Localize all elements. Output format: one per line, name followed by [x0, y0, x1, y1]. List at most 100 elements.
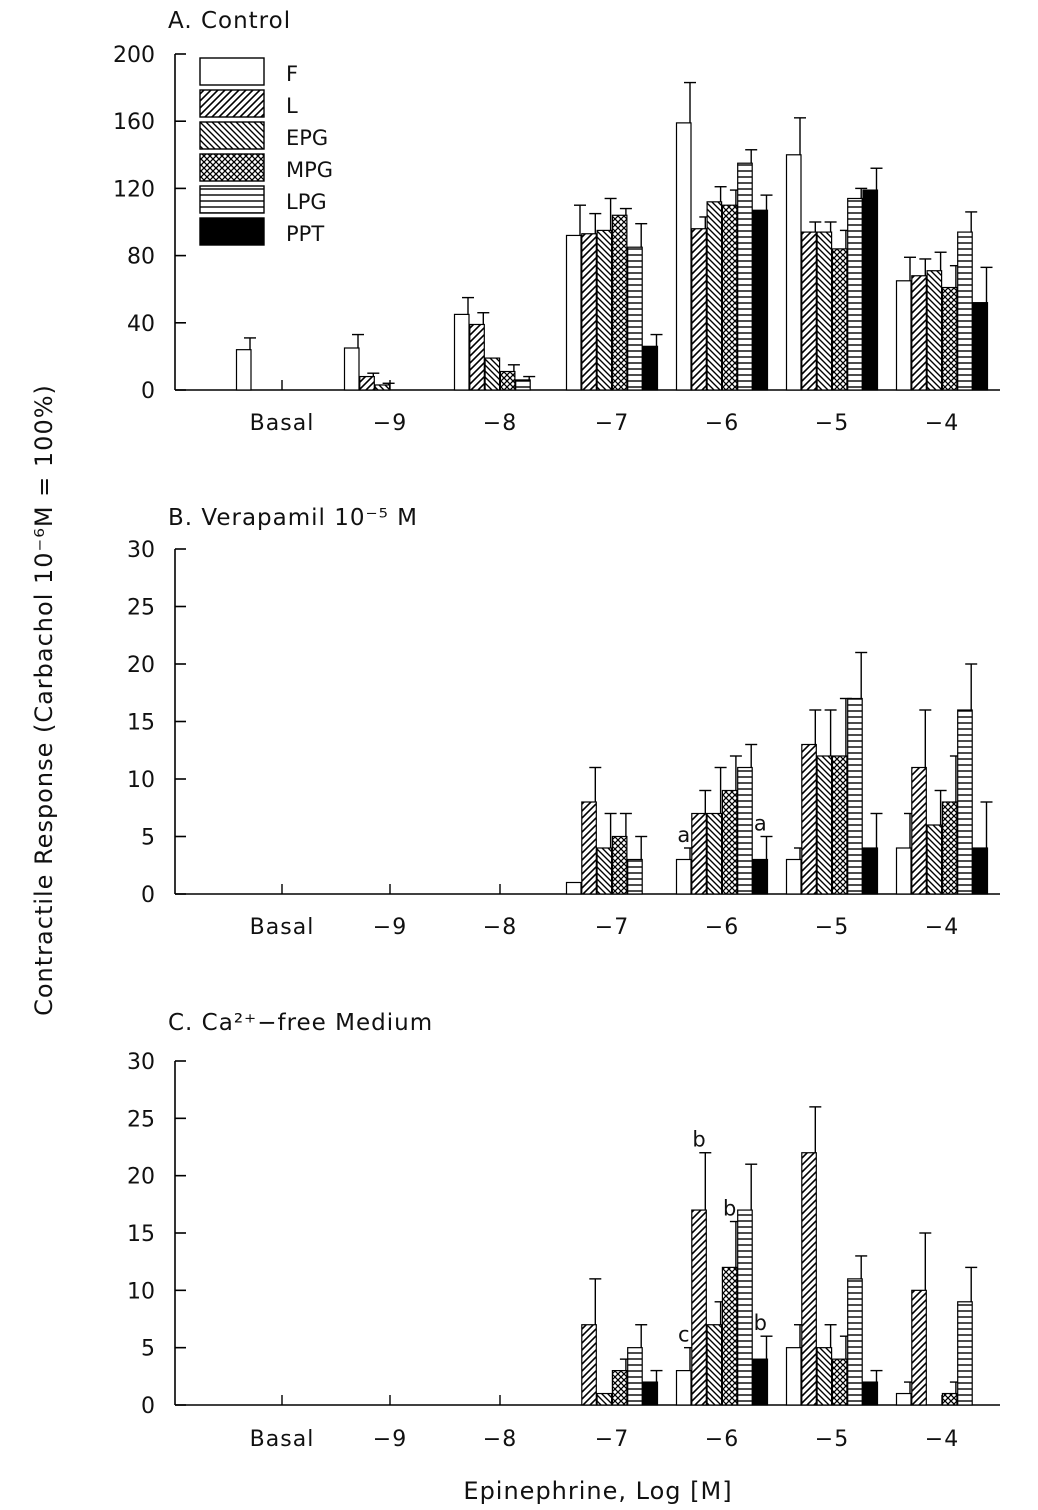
bar-f	[675, 858, 692, 895]
bar-l	[801, 231, 817, 391]
bar-lpg	[627, 1347, 643, 1406]
x-tick-label: −4	[925, 1427, 959, 1452]
bar-mpg	[721, 789, 738, 895]
significance-label: c	[678, 1323, 690, 1347]
bar-l	[911, 766, 927, 895]
bar-f	[343, 347, 360, 391]
bar-l	[691, 228, 707, 391]
bar-epg	[926, 270, 943, 391]
bar-f	[453, 313, 470, 391]
x-tick-label: −5	[815, 411, 849, 436]
y-tick-label: 5	[141, 1337, 155, 1362]
bar-ppt	[972, 302, 989, 391]
panel-a-title: A. Control	[168, 8, 291, 34]
x-tick-label: −6	[705, 1427, 739, 1452]
y-tick-label: 20	[127, 653, 155, 678]
y-tick-label: 15	[127, 711, 155, 736]
bar-epg	[706, 1324, 723, 1406]
chart-panel-b: 0 5 10 15 20 25 30 Basal −9 −8 −7 −6 −5 −4 a a	[127, 538, 1000, 940]
legend-swatch-l	[199, 89, 265, 118]
bar-epg	[596, 847, 613, 895]
bar-f	[895, 1392, 912, 1406]
x-tick-label: Basal	[250, 915, 315, 940]
chart-panel-c: 0 5 10 15 20 25 30 Basal −9 −8 −7 −6 −5 −4 c b b b	[127, 1050, 1000, 1452]
bar-mpg	[611, 1369, 628, 1406]
x-tick-label: −9	[373, 915, 407, 940]
y-tick-label: 0	[141, 883, 155, 908]
bar-lpg	[737, 1209, 753, 1406]
chart-panel-a: 0 40 80 120 160 200 Basal −9 −8 −7 −6 −5 −4 FL EPG MPG L…	[113, 43, 1000, 436]
bar-ppt	[752, 858, 769, 895]
legend-label-f: F	[286, 62, 298, 86]
bar-l	[581, 801, 597, 895]
bar-lpg	[847, 197, 863, 391]
bar-epg	[484, 357, 501, 391]
x-tick-label: −5	[815, 1427, 849, 1452]
x-tick-label: −4	[925, 411, 959, 436]
bar-ppt	[752, 1358, 769, 1406]
y-tick-label: 30	[127, 1050, 155, 1075]
bar-l	[469, 323, 485, 391]
y-tick-label: 20	[127, 1165, 155, 1190]
bar-ppt	[752, 209, 769, 391]
bar-ppt	[642, 345, 659, 391]
bar-l	[581, 1324, 597, 1406]
x-tick-label: Basal	[250, 1427, 315, 1452]
legend-label-epg: EPG	[286, 126, 328, 150]
y-tick-label: 25	[127, 1107, 155, 1132]
bar-f	[565, 234, 582, 391]
y-tick-label: 80	[127, 245, 155, 270]
bar-l	[911, 275, 927, 391]
bar-lpg	[957, 1301, 973, 1406]
bar-f	[565, 881, 582, 895]
bar-ppt	[862, 189, 879, 391]
bar-mpg	[611, 214, 628, 391]
bar-l	[801, 743, 817, 895]
y-tick-label: 5	[141, 826, 155, 851]
significance-label: b	[754, 1311, 767, 1335]
bar-epg	[706, 812, 723, 895]
bar-l	[801, 1152, 817, 1406]
x-tick-label: −9	[373, 411, 407, 436]
bar-lpg	[957, 709, 973, 895]
y-tick-label: 40	[127, 312, 155, 337]
legend-swatch-lpg	[199, 185, 265, 214]
bar-mpg	[831, 755, 848, 895]
bar-lpg	[627, 246, 643, 391]
legend-label-ppt: PPT	[286, 222, 324, 246]
bar-l	[691, 1209, 707, 1406]
bar-epg	[816, 231, 833, 391]
bar-epg	[816, 755, 833, 895]
y-tick-label: 120	[113, 177, 155, 202]
x-tick-label: Basal	[250, 411, 315, 436]
panel-c-title: C. Ca²⁺−free Medium	[168, 1010, 433, 1036]
panel-b-title: B. Verapamil 10⁻⁵ M	[168, 505, 418, 531]
bar-mpg	[941, 801, 958, 895]
y-tick-label: 15	[127, 1222, 155, 1247]
x-tick-label: −8	[483, 1427, 517, 1452]
bar-mpg	[721, 1266, 738, 1406]
significance-label: a	[754, 812, 767, 836]
legend-label-l: L	[286, 94, 298, 118]
x-tick-label: −8	[483, 411, 517, 436]
y-tick-label: 0	[141, 1394, 155, 1419]
legend-swatch-ppt	[199, 217, 265, 246]
bar-lpg	[957, 231, 973, 391]
bar-f	[785, 858, 802, 895]
bar-epg	[596, 229, 613, 391]
y-axis-label: Contractile Response (Carbachol 10⁻⁶M = …	[30, 384, 58, 1016]
x-tick-label: −7	[595, 1427, 629, 1452]
bar-l	[581, 233, 597, 391]
bar-f	[675, 122, 692, 391]
bar-f	[675, 1369, 692, 1406]
x-tick-label: −4	[925, 915, 959, 940]
significance-label: a	[677, 823, 690, 847]
y-tick-label: 25	[127, 596, 155, 621]
x-tick-label: −7	[595, 411, 629, 436]
bar-epg	[926, 824, 943, 895]
legend: FL EPG MPG LPG PPT	[199, 57, 333, 246]
bar-l	[359, 375, 375, 391]
bar-mpg	[499, 370, 516, 391]
bar-ppt	[862, 1381, 879, 1406]
